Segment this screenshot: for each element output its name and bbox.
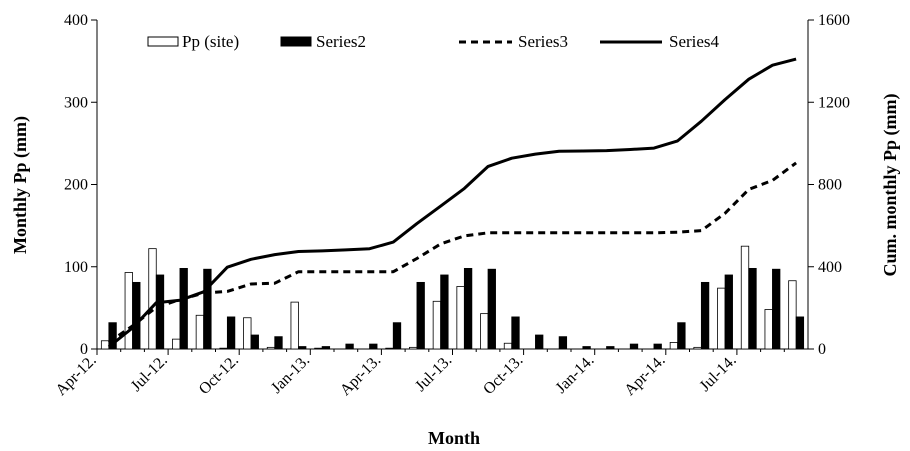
bar-series2 [487,268,496,350]
bar-series2 [772,268,781,350]
bar-pp-site [195,314,205,350]
y-left-tick-label: 0 [80,341,88,358]
bar-pp-site [219,347,228,350]
bar-series2 [298,346,307,350]
bar-series2 [274,336,283,350]
x-tick-label: Apr-14. [621,352,668,399]
bar-series2 [582,346,591,350]
bar-pp-site [314,347,323,350]
x-tick-label: Jan-13. [268,352,313,397]
legend-swatch-series2 [280,36,312,47]
bar-pp-site [432,300,442,350]
bar-series2 [558,336,568,350]
y-right-tick-label: 800 [818,177,842,194]
bar-pp-site [266,346,276,350]
y-axis-right-title: Cum. monthly Pp (mm) [880,93,901,276]
y-right-tick-label: 1200 [818,94,850,111]
bar-series2 [724,274,733,350]
bar-pp-site [409,346,418,350]
bar-series2 [250,334,259,350]
bar-series2 [795,316,805,350]
bar-series2 [321,346,331,350]
line-series4 [107,57,797,349]
bar-pp-site [243,317,252,350]
bar-series2 [653,343,662,350]
x-axis-title: Month [428,428,480,448]
y-axis-left-title: Monthly Pp (mm) [10,116,31,254]
bar-pp-site [503,342,513,350]
bar-pp-site [693,346,702,350]
bar-series-group [100,245,805,350]
y-left-tick-label: 300 [64,94,88,111]
bar-pp-site [124,272,133,350]
legend: Pp (site) Series2 Series3 Series4 [147,32,720,51]
bar-series2 [345,343,354,350]
x-tick-label: Jul-13. [412,352,455,395]
bar-pp-site [764,309,773,350]
y-right-tick-label: 1600 [818,12,850,29]
bar-series2 [226,316,236,350]
y-right-tick-label: 400 [818,259,842,276]
x-tick-label: Oct-13. [480,352,526,398]
line-series-group [107,57,797,349]
bar-series2 [179,267,188,350]
x-tick-label: Jul-12. [128,352,171,395]
bar-series2 [369,343,378,350]
bar-pp-site [669,342,679,350]
bar-series2 [416,281,425,350]
y-right-tick-label: 0 [818,341,826,358]
y-left-tick-label: 400 [64,12,88,29]
legend-swatch-pp-site [147,36,179,47]
axes [91,19,814,355]
bar-series2 [629,343,639,350]
bar-series2 [440,274,449,350]
x-tick-label: Jan-14. [553,352,598,397]
bar-pp-site [788,280,797,350]
line-series3 [107,161,797,344]
bar-series2 [677,322,686,350]
bar-series2 [511,316,520,350]
bar-pp-site [740,245,750,350]
bar-pp-site [290,301,299,350]
bar-pp-site [100,340,110,350]
bar-pp-site [480,313,489,350]
bar-series2 [535,334,544,350]
bar-pp-site [717,287,726,350]
bar-pp-site [148,248,157,350]
y-left-tick-label: 200 [64,177,88,194]
x-tick-label: Apr-13. [337,352,384,399]
bar-series2 [108,322,117,350]
bar-series2 [132,281,141,350]
x-tick-label: Apr-12. [53,352,100,399]
bar-series2 [700,281,710,350]
legend-label-pp-site: Pp (site) [182,32,239,51]
legend-label-series4: Series4 [669,32,720,51]
bar-series2 [606,346,615,350]
legend-label-series2: Series2 [316,32,366,51]
bar-series2 [463,267,473,350]
bar-series2 [392,322,402,350]
bar-series2 [203,268,212,350]
bar-pp-site [385,347,394,350]
legend-label-series3: Series3 [518,32,568,51]
bar-pp-site [172,338,181,350]
bar-pp-site [456,286,465,350]
y-left-tick-label: 100 [64,259,88,276]
x-tick-label: Oct-12. [196,352,242,398]
bar-series2 [748,267,757,350]
bar-series2 [155,274,165,350]
x-tick-label: Jul-14. [697,352,740,395]
